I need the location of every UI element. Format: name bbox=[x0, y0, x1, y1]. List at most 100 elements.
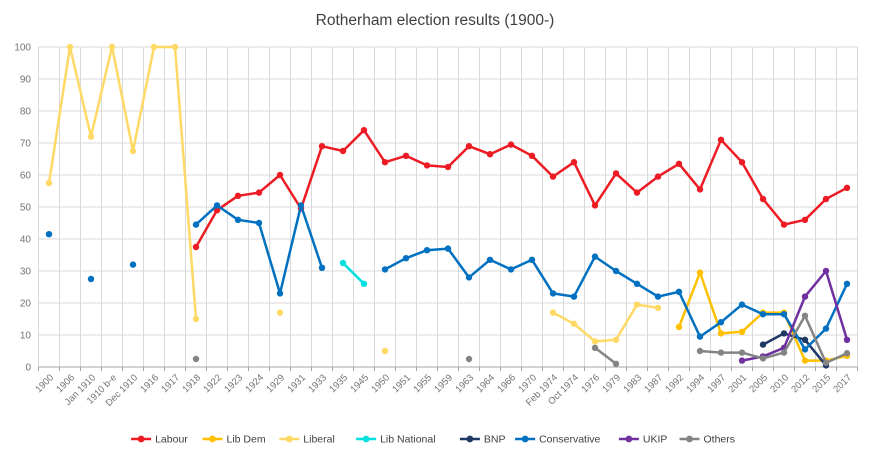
x-tick-label: 1950 bbox=[369, 372, 392, 395]
data-point bbox=[570, 320, 578, 327]
data-point bbox=[654, 304, 662, 311]
data-point bbox=[192, 221, 200, 228]
data-point bbox=[465, 274, 473, 281]
data-point bbox=[591, 338, 599, 345]
x-tick-label: 2017 bbox=[831, 372, 854, 395]
data-point bbox=[717, 319, 725, 326]
data-point bbox=[696, 269, 704, 276]
y-tick-label: 50 bbox=[20, 203, 32, 214]
data-point bbox=[591, 253, 599, 260]
data-point bbox=[381, 266, 389, 273]
data-point bbox=[654, 173, 662, 180]
data-point bbox=[381, 159, 389, 166]
x-tick-label: 1963 bbox=[453, 372, 476, 395]
data-point bbox=[528, 152, 536, 159]
data-point bbox=[801, 357, 809, 364]
data-point bbox=[612, 170, 620, 177]
data-point bbox=[822, 325, 830, 332]
chart-title: Rotherham election results (1900-) bbox=[316, 12, 555, 29]
data-point bbox=[738, 328, 746, 335]
data-point bbox=[423, 162, 431, 169]
legend-marker bbox=[466, 435, 474, 443]
data-point bbox=[801, 336, 809, 343]
legend-label: Liberal bbox=[303, 434, 335, 446]
legend-item-ukip: UKIP bbox=[618, 434, 668, 446]
data-series bbox=[45, 43, 851, 369]
data-point bbox=[402, 255, 410, 262]
data-point bbox=[843, 280, 851, 287]
y-tick-label: 70 bbox=[20, 139, 32, 150]
data-point bbox=[780, 221, 788, 228]
data-point bbox=[612, 267, 620, 275]
data-point bbox=[129, 261, 137, 268]
data-point bbox=[780, 349, 788, 356]
data-point bbox=[192, 315, 200, 323]
x-tick-label: 1918 bbox=[180, 372, 203, 395]
x-tick-label: 2015 bbox=[810, 372, 833, 395]
x-tick-label: 1917 bbox=[159, 372, 182, 395]
x-tick-label: 1987 bbox=[642, 372, 665, 395]
series-line bbox=[698, 314, 849, 365]
data-point bbox=[822, 267, 830, 275]
data-point bbox=[633, 280, 641, 287]
data-point bbox=[738, 301, 746, 308]
x-tick-label: 1933 bbox=[306, 372, 329, 395]
data-point bbox=[570, 293, 578, 300]
data-point bbox=[234, 216, 242, 223]
data-point bbox=[612, 336, 620, 343]
data-point bbox=[759, 195, 767, 203]
x-tick-label: 1976 bbox=[579, 372, 602, 395]
data-point bbox=[549, 290, 557, 297]
series-line bbox=[551, 303, 660, 343]
data-point bbox=[192, 355, 200, 363]
data-point bbox=[276, 171, 284, 179]
y-tick-label: 40 bbox=[20, 235, 32, 246]
legend-item-lib-dem: Lib Dem bbox=[202, 434, 266, 446]
legend-label: Lib Dem bbox=[227, 434, 266, 446]
series-conservative bbox=[45, 202, 851, 353]
data-point bbox=[759, 355, 767, 362]
data-point bbox=[444, 245, 452, 252]
y-axis-labels: 0 10 20 30 40 50 60 70 80 90 100 bbox=[14, 43, 31, 374]
data-point bbox=[192, 243, 200, 251]
data-point bbox=[801, 312, 809, 319]
series-liberal bbox=[45, 43, 662, 355]
data-point bbox=[633, 301, 641, 308]
data-point bbox=[465, 355, 473, 363]
data-point bbox=[528, 256, 536, 263]
y-tick-label: 90 bbox=[20, 75, 32, 86]
legend-marker bbox=[362, 435, 370, 443]
x-tick-label: 1955 bbox=[411, 372, 434, 395]
legend-label: Labour bbox=[155, 434, 188, 446]
data-point bbox=[759, 341, 767, 348]
data-point bbox=[738, 159, 746, 166]
x-tick-label: 1916 bbox=[138, 372, 161, 395]
data-point bbox=[87, 275, 95, 283]
data-point bbox=[738, 357, 746, 364]
data-point bbox=[717, 330, 725, 337]
y-tick-label: 30 bbox=[20, 267, 32, 278]
legend-marker bbox=[686, 435, 693, 443]
legend-label: BNP bbox=[484, 434, 506, 446]
data-point bbox=[276, 290, 284, 297]
legend-item-labour: Labour bbox=[131, 434, 188, 446]
legend-label: UKIP bbox=[643, 434, 668, 446]
data-point bbox=[171, 43, 179, 51]
data-point bbox=[276, 309, 284, 316]
legend-item-bnp: BNP bbox=[459, 434, 506, 446]
data-point bbox=[234, 192, 242, 199]
y-tick-label: 80 bbox=[20, 107, 32, 118]
data-point bbox=[822, 359, 830, 367]
data-point bbox=[675, 288, 683, 295]
legend-marker bbox=[137, 435, 145, 443]
series-line bbox=[47, 45, 198, 321]
data-point bbox=[801, 346, 809, 353]
x-tick-label: 1994 bbox=[684, 372, 707, 395]
series-line bbox=[341, 261, 366, 286]
data-point bbox=[486, 256, 494, 263]
data-point bbox=[717, 349, 725, 356]
data-point bbox=[843, 184, 851, 191]
x-tick-label: 1966 bbox=[495, 372, 518, 395]
x-tick-label: 1900 bbox=[33, 372, 56, 395]
